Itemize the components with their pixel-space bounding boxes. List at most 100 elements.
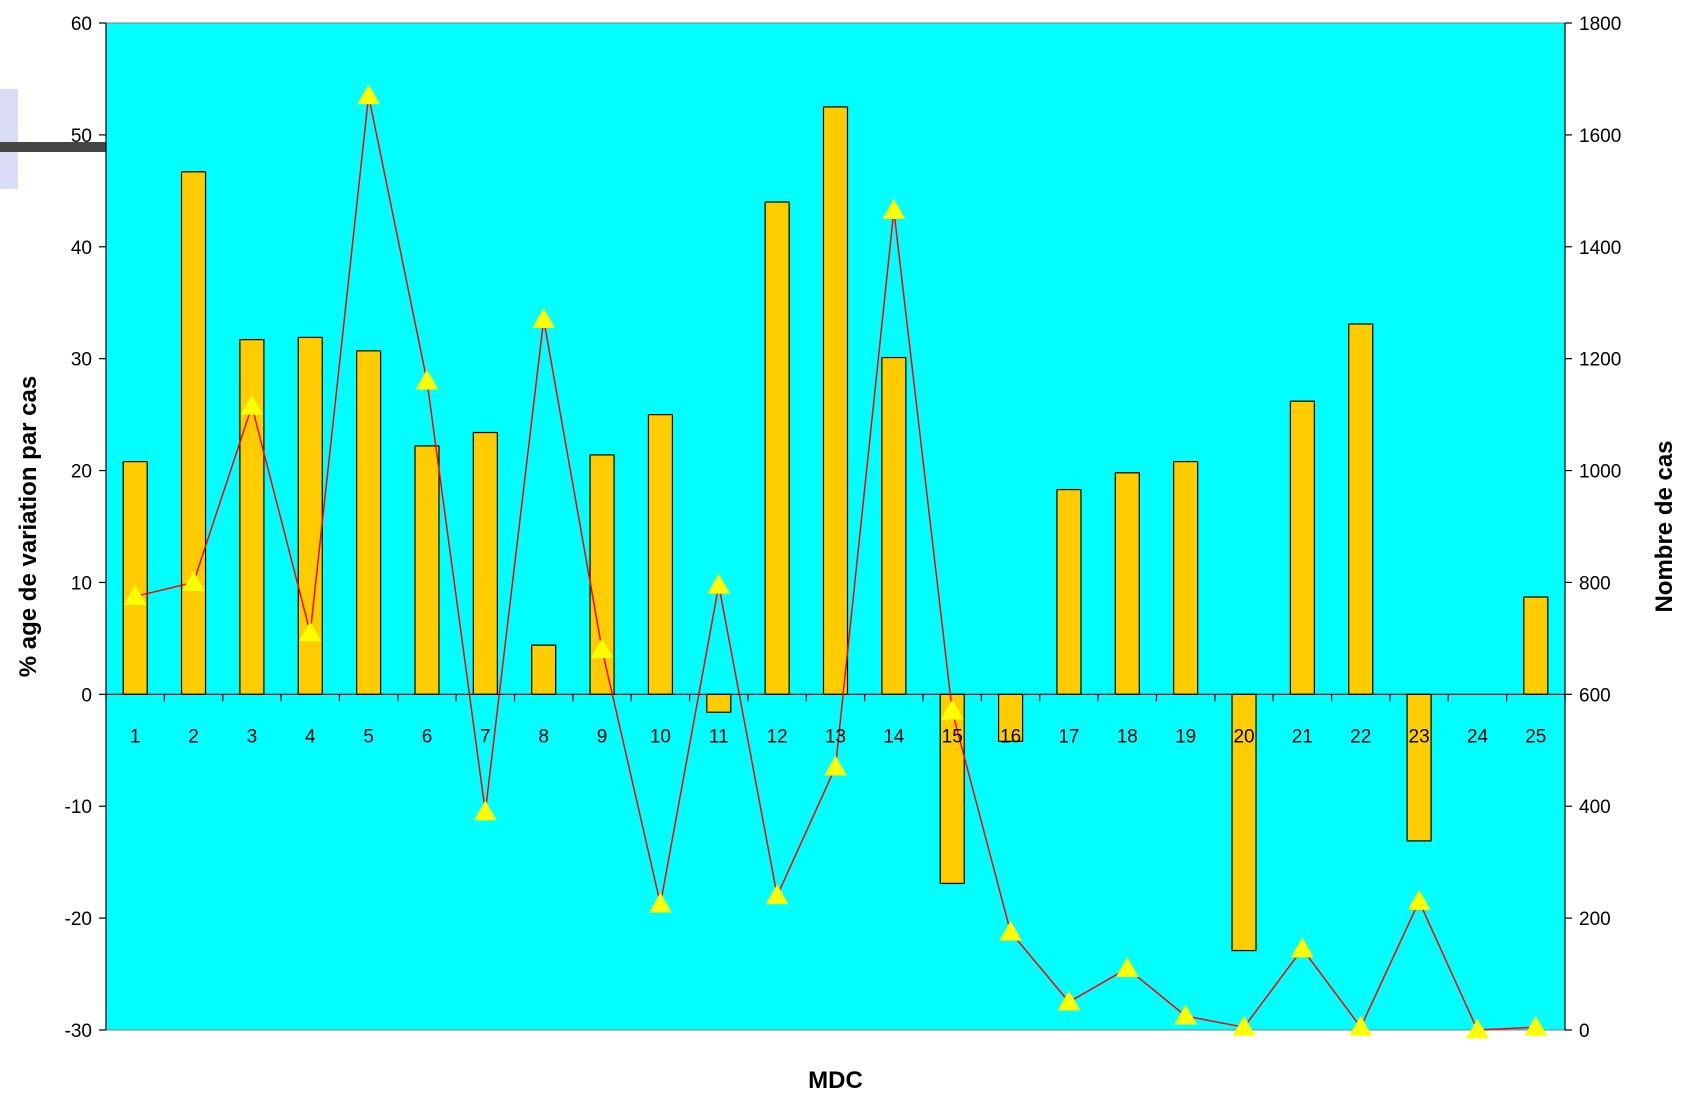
y-tick-label: 10: [71, 573, 92, 594]
bar-13: [822, 106, 849, 695]
line-marker-24: [1466, 1018, 1489, 1039]
line-marker-15: [940, 699, 964, 720]
line-marker-21: [1290, 937, 1314, 958]
axes-layer: [99, 22, 1572, 1031]
x-tick-label: 18: [1117, 726, 1138, 747]
x-tick-label: 21: [1292, 726, 1313, 747]
bar-10: [647, 414, 674, 695]
bar-14: [881, 356, 907, 695]
bar-20: [1231, 693, 1257, 952]
line-marker-19: [1174, 1004, 1198, 1025]
y-tick-label: 40: [71, 238, 92, 259]
bar-9: [589, 454, 615, 695]
bar-3: [239, 339, 265, 695]
y2-tick-label: 0: [1579, 1021, 1590, 1042]
line-marker-17: [1057, 990, 1081, 1011]
x-tick-label: 3: [247, 726, 258, 747]
x-tick-label: 10: [650, 726, 671, 747]
x-tick-label: 19: [1175, 726, 1196, 747]
bar-12: [764, 201, 790, 695]
x-tick-label: 4: [305, 726, 316, 747]
x-tick-label: 14: [883, 726, 905, 747]
x-tick-label: 12: [767, 726, 788, 747]
x-tick-label: 16: [1000, 726, 1021, 747]
x-tick-label: 1: [130, 726, 141, 747]
x-tick-label: 13: [825, 726, 846, 747]
line-marker-8: [532, 308, 556, 329]
line-marker-7: [473, 800, 497, 821]
bar-17: [1056, 488, 1082, 695]
line-marker-3: [240, 394, 264, 415]
y2-tick-label: 200: [1579, 909, 1611, 930]
x-axis-title: MDC: [808, 1067, 863, 1094]
y2-tick-label: 800: [1579, 573, 1611, 594]
y-tick-label: 0: [81, 685, 92, 706]
y-tick-label: -30: [65, 1021, 92, 1042]
y-tick-label: 20: [71, 462, 92, 483]
line-marker-6: [415, 369, 439, 390]
line-marker-23: [1407, 889, 1431, 910]
x-tick-label: 2: [188, 726, 199, 747]
line-marker-9: [590, 638, 614, 659]
x-tick-label: 24: [1467, 726, 1489, 747]
x-tick-label: 9: [597, 726, 608, 747]
labels-layer: 6050403020100-10-20-30180016001400120010…: [65, 14, 1622, 1042]
x-tick-label: 11: [709, 726, 729, 747]
line-marker-22: [1349, 1015, 1373, 1036]
line-layer: [123, 84, 1548, 1039]
y2-tick-label: 400: [1579, 797, 1611, 818]
y-tick-label: -10: [65, 797, 92, 818]
line-marker-5: [357, 84, 381, 105]
bar-11: [706, 693, 732, 713]
y2-tick-label: 600: [1579, 685, 1611, 706]
slide-decoration-block: [0, 89, 18, 189]
bar-25: [1523, 596, 1549, 695]
x-tick-label: 8: [538, 726, 549, 747]
y2-tick-label: 1000: [1579, 462, 1621, 483]
line-marker-16: [999, 920, 1023, 941]
line-marker-4: [298, 621, 322, 642]
x-tick-label: 20: [1233, 726, 1254, 747]
bar-22: [1348, 323, 1374, 695]
bar-15: [939, 693, 965, 885]
x-tick-label: 25: [1525, 726, 1546, 747]
y-axis-title: % age de variation par cas: [15, 376, 42, 677]
bar-18: [1114, 472, 1140, 695]
bar-7: [472, 431, 498, 695]
y2-axis-title: Nombre de cas: [1651, 440, 1678, 612]
y2-tick-label: 1400: [1579, 238, 1621, 259]
y2-tick-label: 1800: [1579, 14, 1621, 35]
line-marker-13: [824, 755, 847, 776]
line-marker-14: [882, 198, 906, 219]
x-tick-label: 6: [422, 726, 433, 747]
x-tick-label: 7: [480, 726, 491, 747]
bar-16: [997, 693, 1024, 742]
x-tick-label: 22: [1350, 726, 1371, 747]
y2-tick-label: 1200: [1579, 350, 1621, 371]
line-marker-18: [1115, 956, 1139, 977]
line-marker-11: [707, 573, 731, 594]
bar-5: [356, 350, 382, 695]
bar-23: [1406, 693, 1432, 842]
bar-21: [1289, 400, 1315, 695]
line-marker-25: [1524, 1015, 1548, 1036]
slide-decoration-bar: [0, 142, 106, 152]
bar-19: [1173, 461, 1199, 695]
x-tick-label: 23: [1409, 726, 1430, 747]
y-tick-label: 30: [71, 350, 92, 371]
x-tick-label: 5: [363, 726, 374, 747]
bar-1: [122, 461, 148, 695]
bar-2: [180, 171, 207, 695]
line-marker-12: [765, 884, 789, 905]
line-marker-10: [648, 892, 672, 913]
y-tick-label: 60: [71, 14, 92, 35]
bar-6: [414, 445, 440, 695]
line-marker-2: [182, 570, 205, 591]
x-tick-label: 17: [1058, 726, 1079, 747]
line-marker-1: [123, 584, 147, 605]
y-tick-label: 50: [71, 126, 92, 147]
bars-layer: [122, 106, 1549, 952]
line-marker-20: [1232, 1015, 1256, 1036]
x-tick-label: 15: [942, 726, 963, 747]
